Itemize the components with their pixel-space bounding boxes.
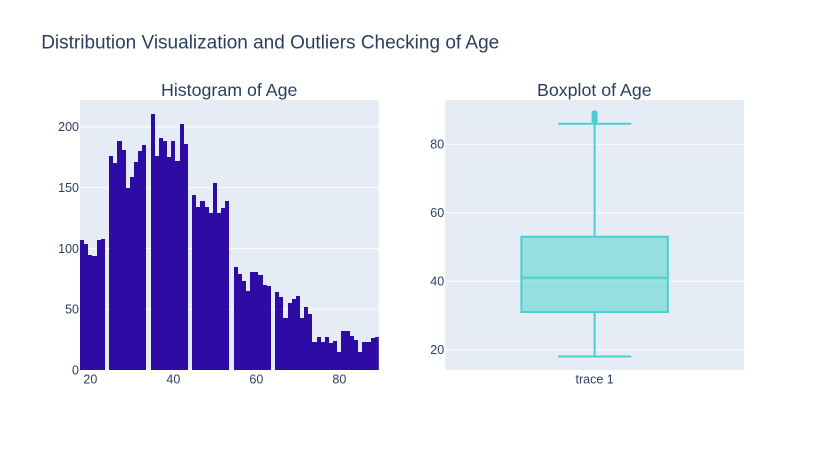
svg-text:Distribution Visualization and: Distribution Visualization and Outliers …: [41, 33, 499, 54]
svg-text:Histogram of Age: Histogram of Age: [161, 80, 297, 100]
svg-text:Boxplot of Age: Boxplot of Age: [537, 80, 652, 100]
